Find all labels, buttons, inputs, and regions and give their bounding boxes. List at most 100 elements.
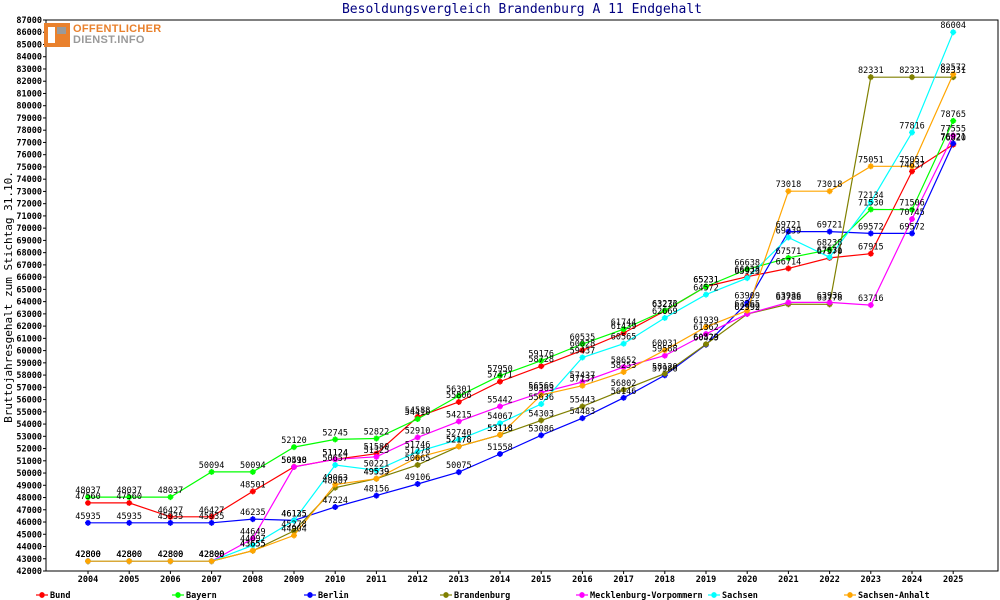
- data-label: 42800: [116, 550, 142, 560]
- data-point: [538, 401, 545, 408]
- x-tick-label: 2024: [902, 575, 922, 585]
- legend-marker: [39, 592, 45, 598]
- data-label: 56363: [528, 384, 554, 394]
- data-point: [538, 363, 545, 370]
- data-label: 45935: [199, 512, 225, 522]
- series-line-sachsen: [88, 31, 954, 562]
- logo-icon: [44, 23, 70, 47]
- data-point: [85, 494, 91, 501]
- data-label: 66038: [734, 266, 760, 276]
- data-label: 45935: [116, 512, 142, 522]
- data-label: 74637: [899, 160, 925, 170]
- y-tick-label: 59000: [16, 359, 42, 369]
- x-tick-label: 2023: [861, 575, 881, 585]
- data-point: [744, 275, 751, 282]
- data-point: [455, 443, 462, 450]
- data-point: [579, 403, 586, 410]
- y-tick-label: 56000: [16, 396, 42, 406]
- y-axis-label: Bruttojahresgehalt zum Stichtag 31.10.: [2, 171, 15, 423]
- plot-frame: [45, 19, 999, 572]
- data-point: [909, 168, 915, 175]
- data-point: [867, 250, 874, 257]
- data-point: [414, 461, 421, 468]
- y-axis-ticks: 42000 43000 44000 45000 46000 47000 48000 49000…: [16, 16, 46, 577]
- data-label: 50075: [446, 461, 472, 471]
- data-label: 77816: [899, 121, 925, 131]
- data-point: [950, 117, 957, 124]
- data-point: [661, 307, 668, 314]
- data-point: [497, 403, 503, 410]
- series-line-mecklenburg-vorpommern: [88, 135, 954, 562]
- data-point: [538, 432, 545, 439]
- data-point: [867, 74, 874, 81]
- data-point: [497, 378, 503, 385]
- data-point: [579, 415, 586, 422]
- data-label: 54303: [528, 409, 554, 419]
- data-label: 63778: [817, 293, 843, 303]
- data-point: [249, 535, 256, 542]
- data-point: [208, 513, 215, 520]
- legend-item-sachsen: Sachsen: [708, 591, 758, 600]
- data-point: [744, 299, 751, 306]
- data-label: 73018: [817, 180, 843, 190]
- data-point: [208, 519, 215, 526]
- series-line-berlin: [88, 143, 954, 524]
- data-label: 63788: [776, 293, 802, 303]
- data-label: 63936: [817, 291, 843, 301]
- data-label: 55636: [528, 393, 554, 403]
- data-point: [497, 450, 503, 457]
- data-label: 49539: [364, 468, 390, 478]
- data-point: [455, 436, 462, 443]
- y-tick-label: 43000: [16, 555, 42, 565]
- data-point: [332, 456, 339, 463]
- data-point: [785, 188, 792, 195]
- data-label: 50498: [281, 456, 307, 466]
- data-label: 75051: [858, 155, 884, 165]
- data-label: 60535: [570, 333, 596, 343]
- y-tick-label: 70000: [16, 224, 42, 234]
- data-label: 50510: [281, 456, 307, 466]
- data-label: 68238: [817, 239, 843, 249]
- data-label: 56146: [611, 387, 637, 397]
- data-point: [579, 341, 586, 348]
- data-point: [291, 517, 297, 524]
- y-tick-label: 44000: [16, 543, 42, 553]
- data-point: [744, 307, 751, 314]
- data-point: [620, 386, 627, 393]
- legend-marker: [443, 592, 449, 598]
- data-point: [414, 448, 421, 455]
- data-label: 56566: [528, 382, 554, 392]
- legend-label: Sachsen-Anhalt: [858, 591, 930, 600]
- data-point: [620, 364, 627, 371]
- y-tick-label: 69000: [16, 236, 42, 246]
- data-label: 67631: [817, 246, 843, 256]
- data-label: 63909: [734, 292, 760, 302]
- data-label: 69239: [776, 226, 802, 236]
- data-label: 48037: [75, 486, 101, 496]
- data-label: 46427: [199, 506, 225, 516]
- data-label: 71530: [858, 198, 884, 208]
- data-label: 52178: [446, 435, 472, 445]
- data-label: 66638: [734, 258, 760, 268]
- y-tick-label: 72000: [16, 200, 42, 210]
- data-label: 77555: [940, 125, 966, 135]
- legend-label: Bund: [50, 591, 70, 600]
- data-label: 48807: [322, 477, 348, 487]
- data-point: [950, 29, 957, 36]
- data-point: [785, 299, 792, 306]
- data-label: 58120: [652, 363, 678, 373]
- data-point: [414, 454, 421, 461]
- data-point: [455, 418, 462, 425]
- data-label: 46135: [281, 509, 307, 519]
- y-tick-label: 71000: [16, 212, 42, 222]
- data-point: [909, 230, 915, 237]
- x-tick-label: 2007: [201, 575, 221, 585]
- data-label: 67915: [858, 243, 884, 253]
- y-tick-label: 45000: [16, 530, 42, 540]
- data-label: 50665: [405, 454, 431, 464]
- data-point: [826, 254, 833, 261]
- data-point: [826, 299, 833, 306]
- data-point: [126, 499, 133, 506]
- data-point: [167, 513, 174, 520]
- data-label: 57471: [487, 371, 513, 381]
